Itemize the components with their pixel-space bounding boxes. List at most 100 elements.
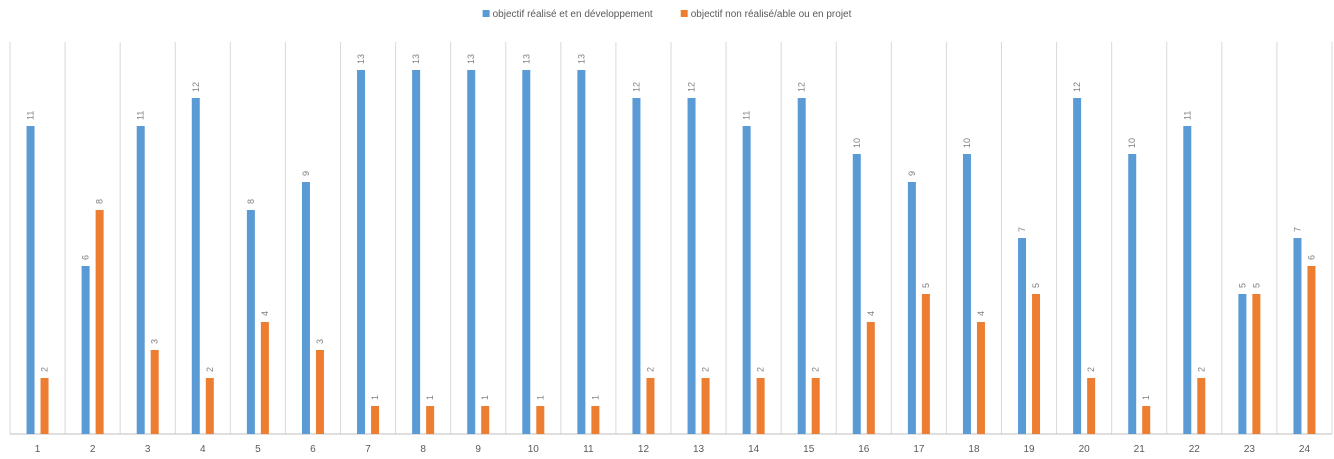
bar-series-1-cat-17 bbox=[907, 182, 916, 434]
x-tick-label: 15 bbox=[803, 444, 815, 454]
bar-series-2-cat-23 bbox=[1252, 294, 1261, 434]
data-label: 13 bbox=[411, 54, 421, 64]
data-label: 12 bbox=[1072, 82, 1082, 92]
bar-series-1-cat-8 bbox=[412, 70, 421, 434]
data-label: 11 bbox=[136, 111, 146, 120]
x-tick-label: 10 bbox=[528, 444, 540, 454]
bar-series-1-cat-3 bbox=[136, 126, 145, 434]
data-label: 2 bbox=[645, 367, 655, 372]
bar-series-2-cat-5 bbox=[260, 322, 269, 434]
bar-series-2-cat-18 bbox=[976, 322, 985, 434]
data-label: 11 bbox=[26, 111, 36, 120]
data-label: 4 bbox=[260, 311, 270, 316]
x-tick-label: 9 bbox=[475, 444, 481, 454]
bar-series-1-cat-20 bbox=[1073, 98, 1082, 434]
data-label: 13 bbox=[466, 54, 476, 64]
bar-series-2-cat-22 bbox=[1197, 378, 1206, 434]
data-label: 12 bbox=[631, 82, 641, 92]
data-label: 7 bbox=[1292, 227, 1302, 232]
bar-series-1-cat-11 bbox=[577, 70, 586, 434]
data-label: 2 bbox=[205, 367, 215, 372]
bar-series-2-cat-11 bbox=[591, 406, 600, 434]
x-tick-label: 2 bbox=[90, 444, 96, 454]
data-label: 5 bbox=[1031, 283, 1041, 288]
data-label: 4 bbox=[976, 311, 986, 316]
legend-label-1: objectif réalisé et en développement bbox=[493, 9, 653, 20]
legend-swatch-1 bbox=[482, 10, 490, 17]
bar-series-1-cat-24 bbox=[1293, 238, 1302, 434]
bar-series-2-cat-10 bbox=[536, 406, 545, 434]
data-label: 1 bbox=[370, 395, 380, 400]
bar-series-2-cat-20 bbox=[1087, 378, 1096, 434]
x-tick-label: 21 bbox=[1134, 444, 1146, 454]
data-label: 11 bbox=[742, 111, 752, 120]
data-label: 12 bbox=[687, 82, 697, 92]
bar-series-1-cat-19 bbox=[1018, 238, 1027, 434]
data-label: 7 bbox=[1017, 227, 1027, 232]
bar-series-1-cat-21 bbox=[1128, 154, 1137, 434]
bar-series-2-cat-17 bbox=[921, 294, 930, 434]
bar-series-2-cat-14 bbox=[756, 378, 765, 434]
bar-series-1-cat-9 bbox=[467, 70, 476, 434]
data-label: 8 bbox=[95, 199, 105, 204]
data-label: 2 bbox=[40, 367, 50, 372]
data-label: 1 bbox=[590, 395, 600, 400]
bar-series-2-cat-3 bbox=[150, 350, 159, 434]
bar-series-2-cat-24 bbox=[1307, 266, 1316, 434]
data-label: 2 bbox=[1196, 367, 1206, 372]
x-tick-label: 24 bbox=[1299, 444, 1311, 454]
x-tick-label: 11 bbox=[583, 444, 594, 454]
bar-series-1-cat-2 bbox=[81, 266, 90, 434]
data-label: 10 bbox=[1127, 138, 1137, 148]
x-tick-label: 23 bbox=[1244, 444, 1256, 454]
bar-series-2-cat-19 bbox=[1032, 294, 1041, 434]
bar-series-2-cat-21 bbox=[1142, 406, 1151, 434]
x-tick-label: 20 bbox=[1079, 444, 1091, 454]
data-label: 1 bbox=[480, 395, 490, 400]
data-label: 13 bbox=[521, 54, 531, 64]
data-label: 1 bbox=[535, 395, 545, 400]
x-tick-label: 18 bbox=[968, 444, 980, 454]
legend-swatch-2 bbox=[680, 10, 688, 17]
bar-series-2-cat-15 bbox=[811, 378, 820, 434]
data-label: 11 bbox=[1182, 111, 1192, 120]
data-label: 9 bbox=[301, 171, 311, 176]
x-tick-label: 3 bbox=[145, 444, 151, 454]
x-tick-label: 8 bbox=[420, 444, 426, 454]
data-label: 4 bbox=[866, 311, 876, 316]
bar-series-1-cat-6 bbox=[301, 182, 310, 434]
data-label: 2 bbox=[701, 367, 711, 372]
bar-series-1-cat-10 bbox=[522, 70, 531, 434]
x-tick-label: 4 bbox=[200, 444, 206, 454]
data-label: 2 bbox=[1086, 367, 1096, 372]
data-label: 13 bbox=[576, 54, 586, 64]
bar-series-1-cat-4 bbox=[191, 98, 200, 434]
data-label: 13 bbox=[356, 54, 366, 64]
bar-series-1-cat-23 bbox=[1238, 294, 1247, 434]
data-label: 5 bbox=[921, 283, 931, 288]
data-label: 2 bbox=[811, 367, 821, 372]
bar-series-2-cat-16 bbox=[866, 322, 875, 434]
data-label: 1 bbox=[1141, 395, 1151, 400]
bar-series-2-cat-2 bbox=[95, 210, 104, 434]
x-tick-label: 12 bbox=[638, 444, 650, 454]
x-tick-label: 5 bbox=[255, 444, 261, 454]
bar-series-2-cat-9 bbox=[481, 406, 490, 434]
data-label: 1 bbox=[425, 395, 435, 400]
bars bbox=[26, 70, 1316, 434]
bar-series-2-cat-8 bbox=[426, 406, 435, 434]
data-label: 12 bbox=[191, 82, 201, 92]
x-tick-label: 17 bbox=[913, 444, 925, 454]
bar-series-2-cat-7 bbox=[371, 406, 380, 434]
legend-label-2: objectif non réalisé/able ou en projet bbox=[691, 9, 852, 20]
bar-series-2-cat-4 bbox=[205, 378, 214, 434]
data-label: 6 bbox=[1306, 255, 1316, 260]
legend: objectif réalisé et en développement obje… bbox=[482, 9, 852, 20]
bar-series-1-cat-12 bbox=[632, 98, 641, 434]
bar-series-1-cat-7 bbox=[357, 70, 366, 434]
bar-series-1-cat-15 bbox=[797, 98, 806, 434]
data-label: 5 bbox=[1251, 283, 1261, 288]
